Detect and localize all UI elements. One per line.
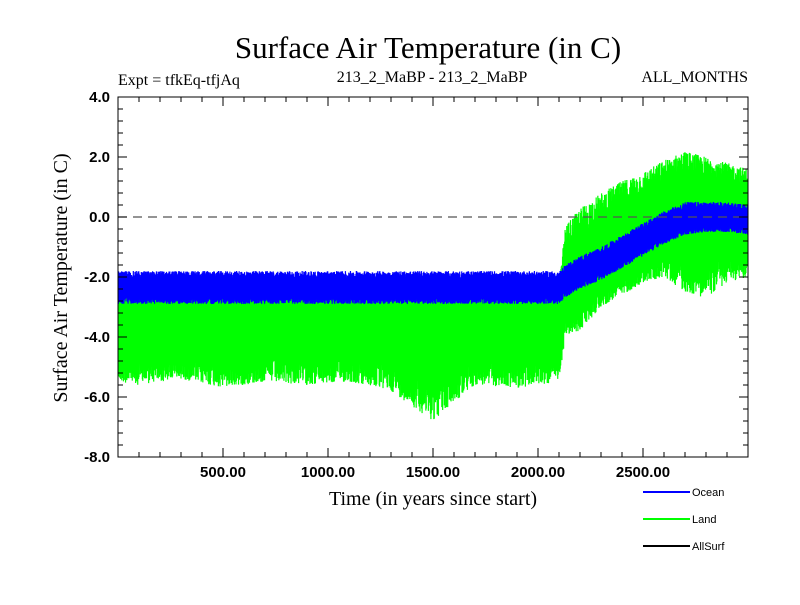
y-tick-label: -4.0 xyxy=(84,329,110,346)
y-tick-label: -6.0 xyxy=(84,389,110,406)
legend-label-ocean: Ocean xyxy=(692,487,724,499)
period-label: 213_2_MaBP - 213_2_MaBP xyxy=(337,69,528,86)
x-tick-label: 2000.00 xyxy=(511,464,565,481)
legend: Ocean Land AllSurf xyxy=(643,487,725,553)
y-tick-label: -8.0 xyxy=(84,449,110,466)
x-axis-label: Time (in years since start) xyxy=(329,488,537,510)
x-tick-label: 1000.00 xyxy=(301,464,355,481)
x-tick-label: 2500.00 xyxy=(616,464,670,481)
series-line-ocean xyxy=(118,202,748,305)
legend-label-land: Land xyxy=(692,514,716,526)
x-tick-label: 500.00 xyxy=(200,464,246,481)
chart-title: Surface Air Temperature (in C) xyxy=(235,30,621,65)
plot-area xyxy=(118,152,748,420)
months-label: ALL_MONTHS xyxy=(641,69,748,86)
y-tick-label: -2.0 xyxy=(84,269,110,286)
x-tick-label: 1500.00 xyxy=(406,464,460,481)
legend-label-allsurf: AllSurf xyxy=(692,541,725,553)
y-tick-label: 2.0 xyxy=(89,149,110,166)
y-tick-label: 0.0 xyxy=(89,209,110,226)
experiment-label: Expt = tfkEq-tfjAq xyxy=(118,72,240,89)
y-tick-label: 4.0 xyxy=(89,89,110,106)
series-line-land xyxy=(118,152,748,420)
axes: -8.0 -6.0 -4.0 -2.0 0.0 2.0 4.0 500.00 1000.00 15… xyxy=(84,89,749,481)
y-axis-label: Surface Air Temperature (in C) xyxy=(50,153,72,402)
